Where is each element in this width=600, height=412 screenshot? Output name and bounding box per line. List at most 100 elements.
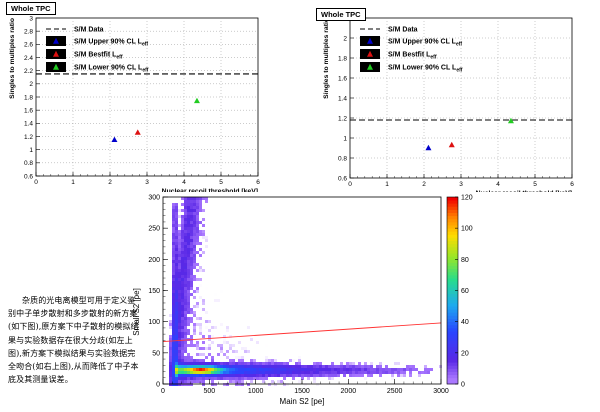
heatmap-cell <box>334 356 337 359</box>
colorbar-segment <box>447 377 458 382</box>
colorbar-segment <box>447 271 458 276</box>
heatmap-cell <box>175 284 178 287</box>
heatmap-cell <box>256 365 259 368</box>
heatmap-cell <box>349 365 352 368</box>
heatmap-cell <box>370 311 373 314</box>
heatmap-cell <box>313 368 316 371</box>
heatmap-cell <box>172 347 175 350</box>
heatmap-cell <box>265 374 268 377</box>
heatmap-cell <box>181 305 184 308</box>
heatmap-cell <box>439 335 442 338</box>
heatmap-cell <box>382 371 385 374</box>
heatmap-cell <box>199 326 202 329</box>
heatmap-cell <box>406 368 409 371</box>
heatmap-cell <box>181 263 184 266</box>
heatmap-cell <box>193 227 196 230</box>
heatmap-cell <box>169 338 172 341</box>
heatmap-cell <box>331 365 334 368</box>
x-axis-label: Nuclear recoil threshold [keV] <box>162 188 258 192</box>
heatmap-cell <box>304 383 307 386</box>
heatmap-cell <box>184 293 187 296</box>
heatmap-cell <box>226 383 229 386</box>
heatmap-cell <box>304 347 307 350</box>
heatmap-cell <box>172 227 175 230</box>
heatmap-cell <box>187 251 190 254</box>
heatmap-cell <box>271 374 274 377</box>
heatmap-cell <box>175 227 178 230</box>
heatmap-cell <box>259 371 262 374</box>
heatmap-cell <box>235 380 238 383</box>
heatmap-cell <box>184 341 187 344</box>
heatmap-cell <box>439 305 442 308</box>
heatmap-cell <box>172 299 175 302</box>
heatmap-cell <box>202 374 205 377</box>
heatmap-cell <box>199 230 202 233</box>
heatmap-cell <box>355 341 358 344</box>
heatmap-cell <box>220 311 223 314</box>
heatmap-cell <box>181 335 184 338</box>
heatmap-cell <box>178 302 181 305</box>
heatmap-cell <box>409 323 412 326</box>
heatmap-cell <box>190 281 193 284</box>
heatmap-cell <box>268 368 271 371</box>
heatmap-cell <box>190 272 193 275</box>
heatmap-cell <box>214 299 217 302</box>
heatmap-cell <box>223 254 226 257</box>
heatmap-cell <box>280 221 283 224</box>
heatmap-cell <box>175 296 178 299</box>
heatmap-cell <box>238 359 241 362</box>
colorbar-segment <box>447 296 458 301</box>
heatmap-cell <box>190 257 193 260</box>
heatmap-cell <box>226 350 229 353</box>
heatmap-cell <box>262 377 265 380</box>
x-tick-label: 1500 <box>294 388 310 395</box>
heatmap-cell <box>220 290 223 293</box>
heatmap-cell <box>172 206 175 209</box>
heatmap-cell <box>184 215 187 218</box>
heatmap-cell <box>199 317 202 320</box>
heatmap-cell <box>181 242 184 245</box>
heatmap-cell <box>256 377 259 380</box>
heatmap-cell <box>181 272 184 275</box>
heatmap-cell <box>211 263 214 266</box>
heatmap-cell <box>178 326 181 329</box>
colorbar-segment <box>447 327 458 332</box>
heatmap-cell <box>184 248 187 251</box>
heatmap-cell <box>250 380 253 383</box>
heatmap-cell <box>400 356 403 359</box>
heatmap-cell <box>331 374 334 377</box>
heatmap-cell <box>265 335 268 338</box>
y-tick-label: 1.6 <box>338 75 347 82</box>
heatmap-cell <box>193 260 196 263</box>
heatmap-cell <box>235 377 238 380</box>
heatmap-cell <box>175 278 178 281</box>
heatmap-cell <box>199 371 202 374</box>
heatmap-cell <box>229 266 232 269</box>
heatmap-cell <box>208 251 211 254</box>
heatmap-cell <box>175 329 178 332</box>
heatmap-cell <box>424 365 427 368</box>
heatmap-cell <box>178 383 181 386</box>
heatmap-cell <box>277 374 280 377</box>
heatmap-cell <box>226 251 229 254</box>
heatmap-cell <box>391 371 394 374</box>
heatmap-cell <box>298 341 301 344</box>
heatmap-cell <box>202 380 205 383</box>
heatmap-cell <box>172 311 175 314</box>
heatmap-cell <box>190 317 193 320</box>
heatmap-cell <box>241 320 244 323</box>
heatmap-cell <box>193 314 196 317</box>
heatmap-cell <box>169 350 172 353</box>
heatmap-cell <box>385 215 388 218</box>
colorbar-segment <box>447 334 458 338</box>
heatmap-cell <box>307 308 310 311</box>
heatmap-cell <box>301 371 304 374</box>
heatmap-cell <box>208 266 211 269</box>
heatmap-cell <box>229 371 232 374</box>
heatmap-cell <box>274 365 277 368</box>
heatmap-cell <box>268 302 271 305</box>
heatmap-cell <box>184 239 187 242</box>
heatmap-cell <box>196 206 199 209</box>
heatmap-cell <box>175 368 178 371</box>
heatmap-cell <box>175 233 178 236</box>
